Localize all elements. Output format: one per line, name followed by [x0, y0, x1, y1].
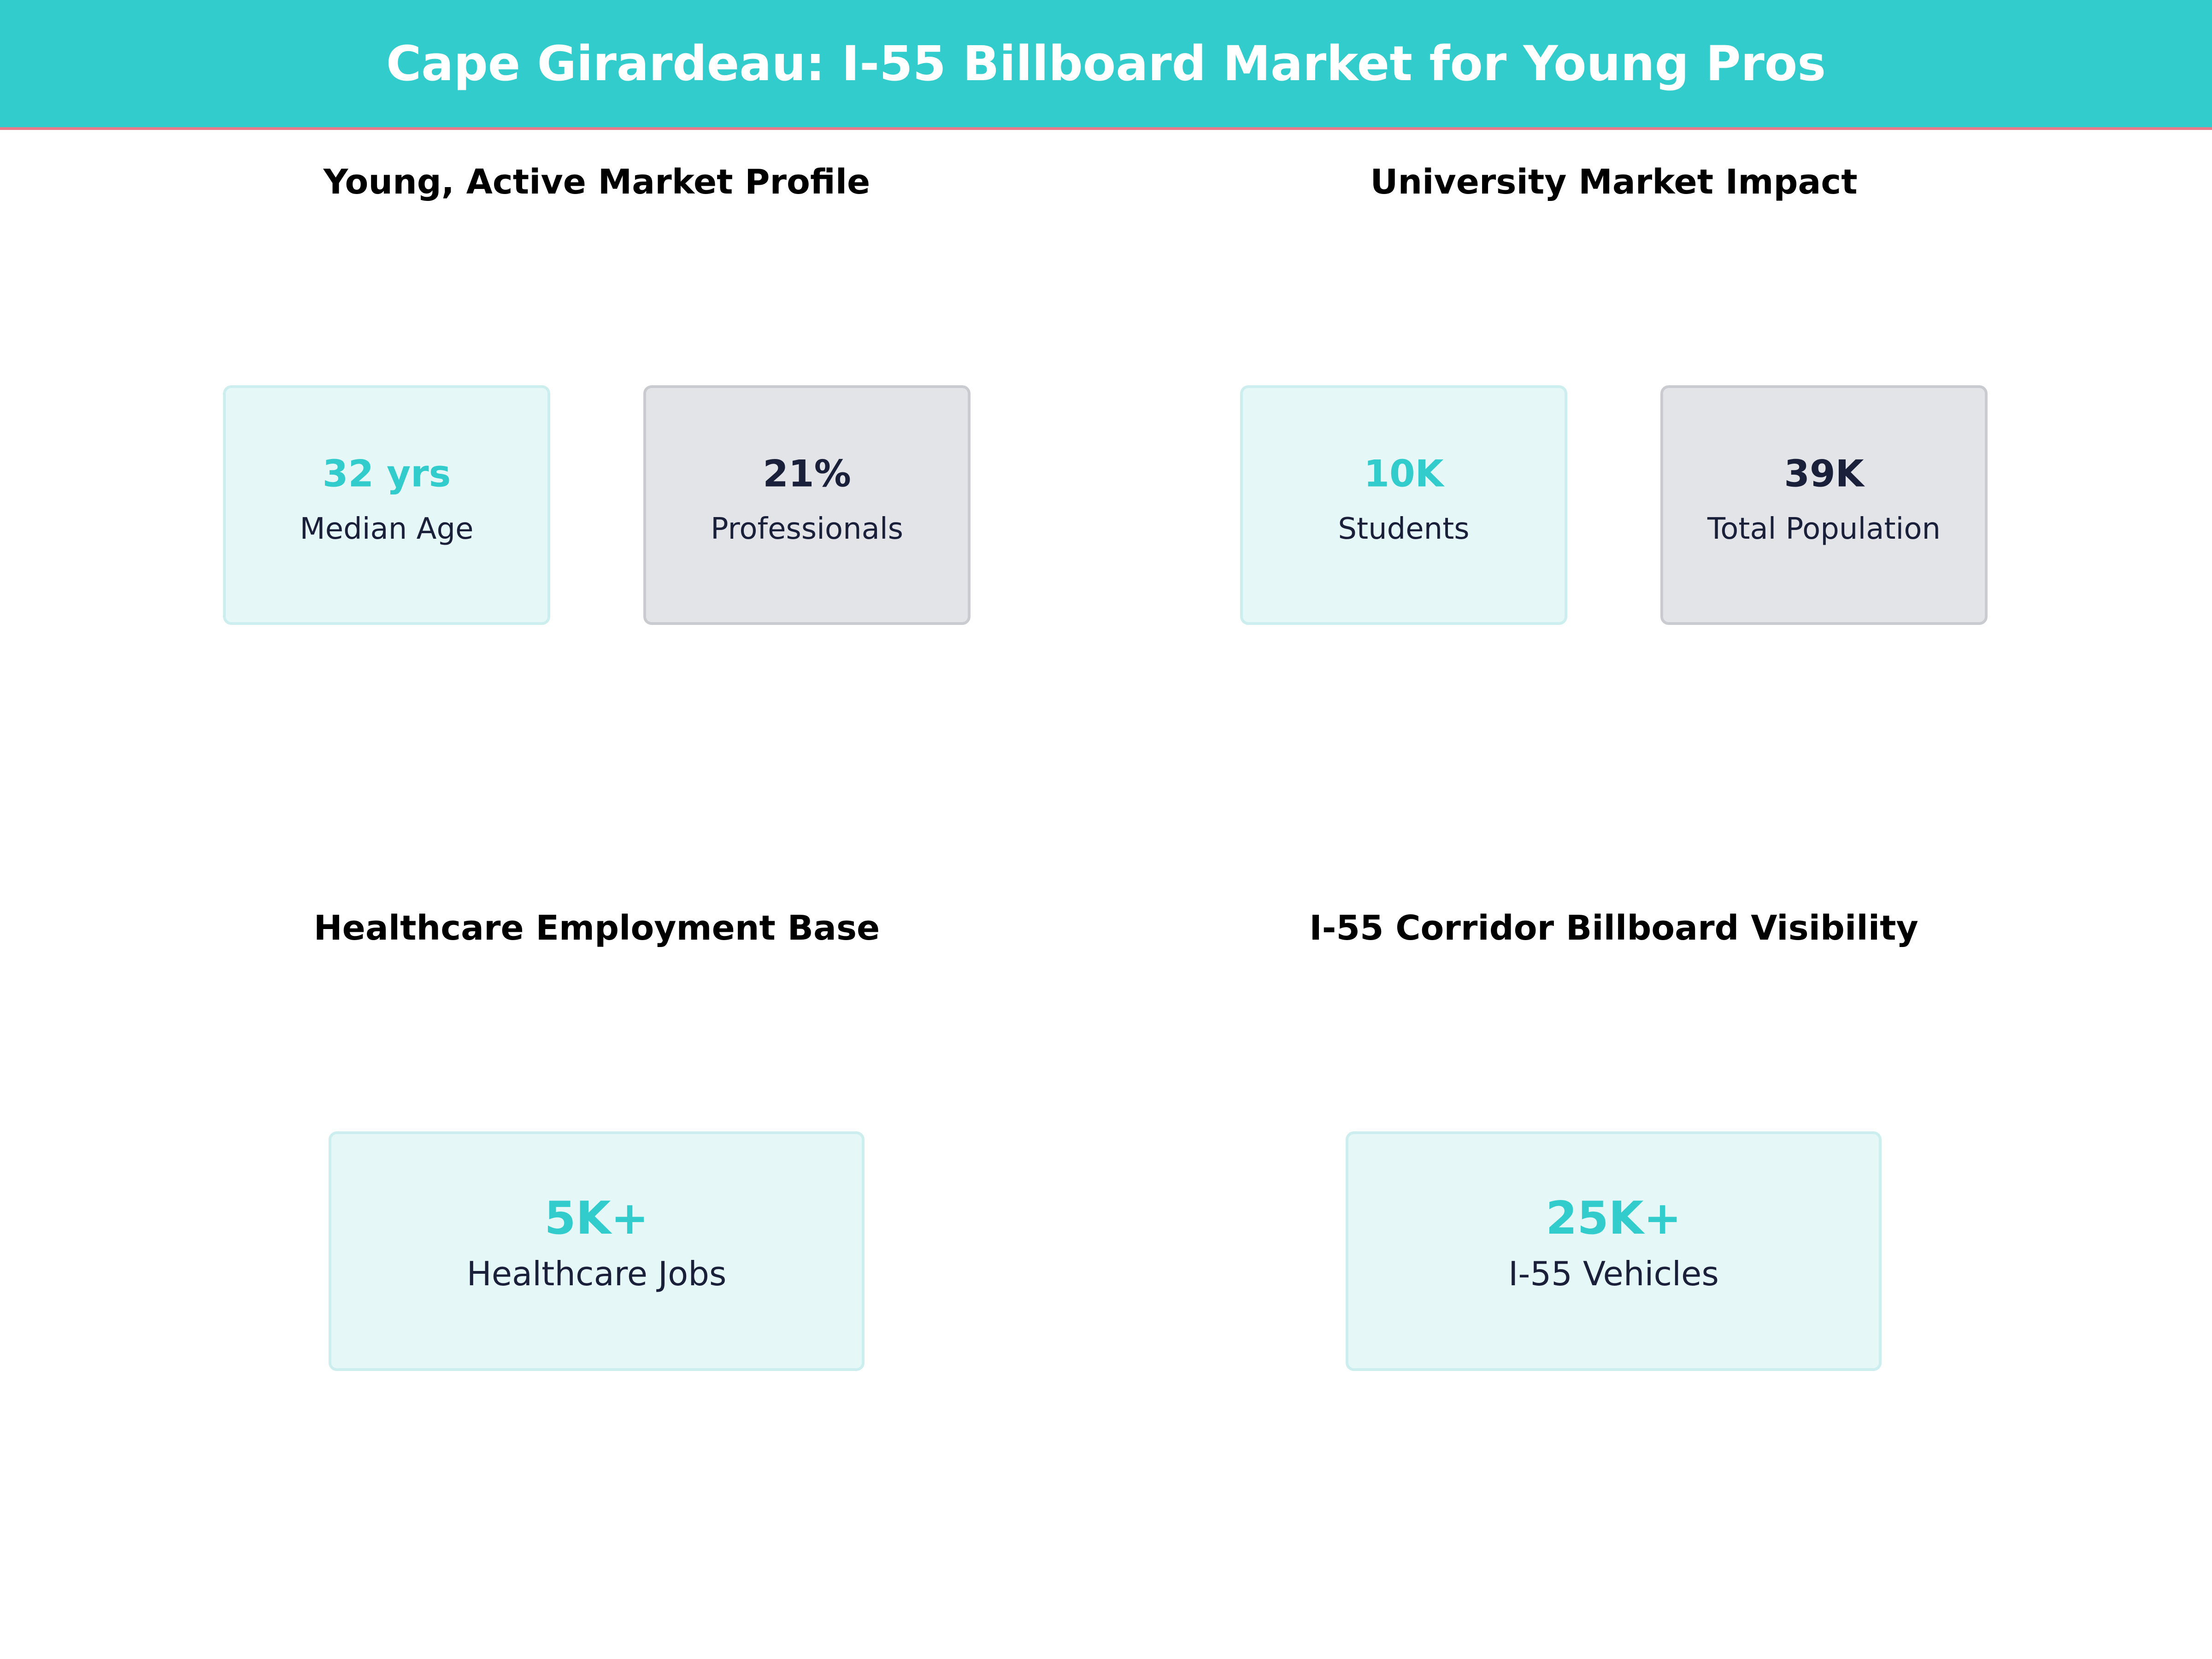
- stat-value: 32 yrs: [322, 452, 451, 495]
- stat-label: Students: [1338, 512, 1470, 546]
- panel-title: I-55 Corridor Billboard Visibility: [1309, 908, 1918, 948]
- header-title: Cape Girardeau: I-55 Billboard Market fo…: [386, 35, 1826, 92]
- panel-title: Healthcare Employment Base: [313, 908, 880, 948]
- stat-label: Total Population: [1707, 512, 1941, 546]
- panel-title: University Market Impact: [1370, 162, 1858, 202]
- stat-value: 5K+: [544, 1192, 649, 1245]
- stat-value: 25K+: [1546, 1192, 1682, 1245]
- stat-value: 10K: [1364, 452, 1444, 495]
- stat-card: 5K+ Healthcare Jobs: [329, 1131, 865, 1371]
- stat-card: 21% Professionals: [643, 385, 971, 625]
- stat-card: 39K Total Population: [1660, 385, 1988, 625]
- panel-title: Young, Active Market Profile: [323, 162, 871, 202]
- stat-card: 32 yrs Median Age: [223, 385, 550, 625]
- stat-card: 25K+ I-55 Vehicles: [1346, 1131, 1882, 1371]
- stat-label: I-55 Vehicles: [1508, 1254, 1719, 1293]
- header: Cape Girardeau: I-55 Billboard Market fo…: [0, 0, 2212, 130]
- stat-card: 10K Students: [1240, 385, 1567, 625]
- stat-label: Healthcare Jobs: [466, 1254, 727, 1293]
- stat-label: Professionals: [711, 512, 903, 546]
- stat-label: Median Age: [300, 512, 474, 546]
- stat-value: 21%: [763, 452, 851, 495]
- stat-value: 39K: [1784, 452, 1864, 495]
